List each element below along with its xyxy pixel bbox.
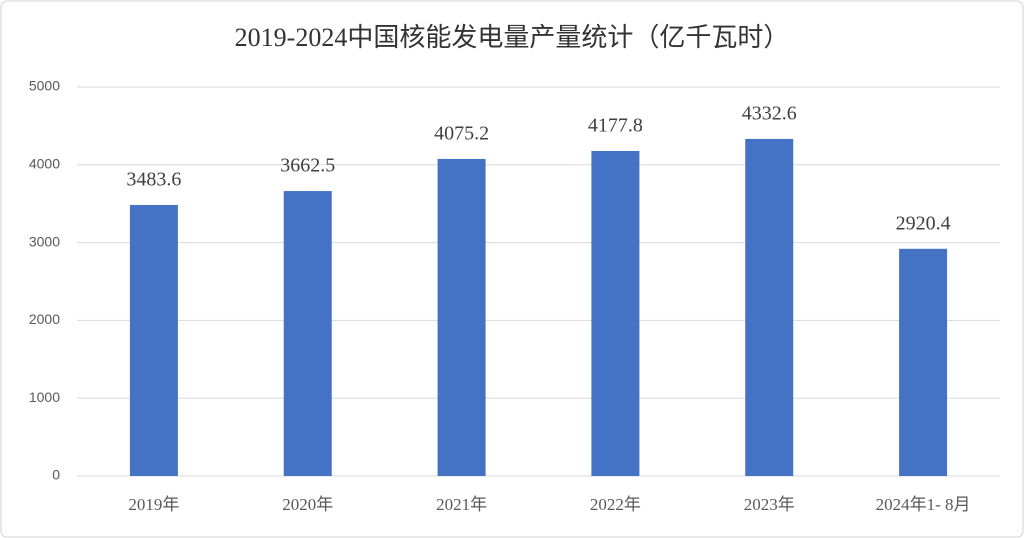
y-tick-label: 1000 xyxy=(29,389,60,405)
y-tick-label: 2000 xyxy=(29,311,60,327)
x-tick-label: 2022年 xyxy=(590,495,641,514)
bar xyxy=(437,158,486,476)
y-tick-label: 5000 xyxy=(29,78,60,94)
x-tick-label: 2020年 xyxy=(282,495,333,514)
y-tick-label: 0 xyxy=(52,467,60,483)
value-label: 4332.6 xyxy=(742,103,797,125)
x-tick-label: 2021年 xyxy=(436,495,487,514)
x-tick-label: 2023年 xyxy=(744,495,795,514)
bar xyxy=(899,248,948,476)
y-tick-label: 3000 xyxy=(29,233,60,249)
bar xyxy=(283,191,332,476)
value-label: 4075.2 xyxy=(434,123,489,145)
y-tick-label: 4000 xyxy=(29,156,60,172)
value-label: 4177.8 xyxy=(588,115,643,137)
bar xyxy=(591,150,640,476)
value-label: 3483.6 xyxy=(126,169,181,191)
chart-title: 2019-2024中国核能发电量产量统计（亿千瓦时） xyxy=(235,23,790,52)
value-label: 2920.4 xyxy=(896,212,951,234)
bar xyxy=(745,138,794,477)
x-tick-label: 2024年1- 8月 xyxy=(876,495,971,514)
bar xyxy=(129,204,178,476)
x-tick-label: 2019年 xyxy=(128,495,179,514)
value-label: 3662.5 xyxy=(280,155,335,177)
